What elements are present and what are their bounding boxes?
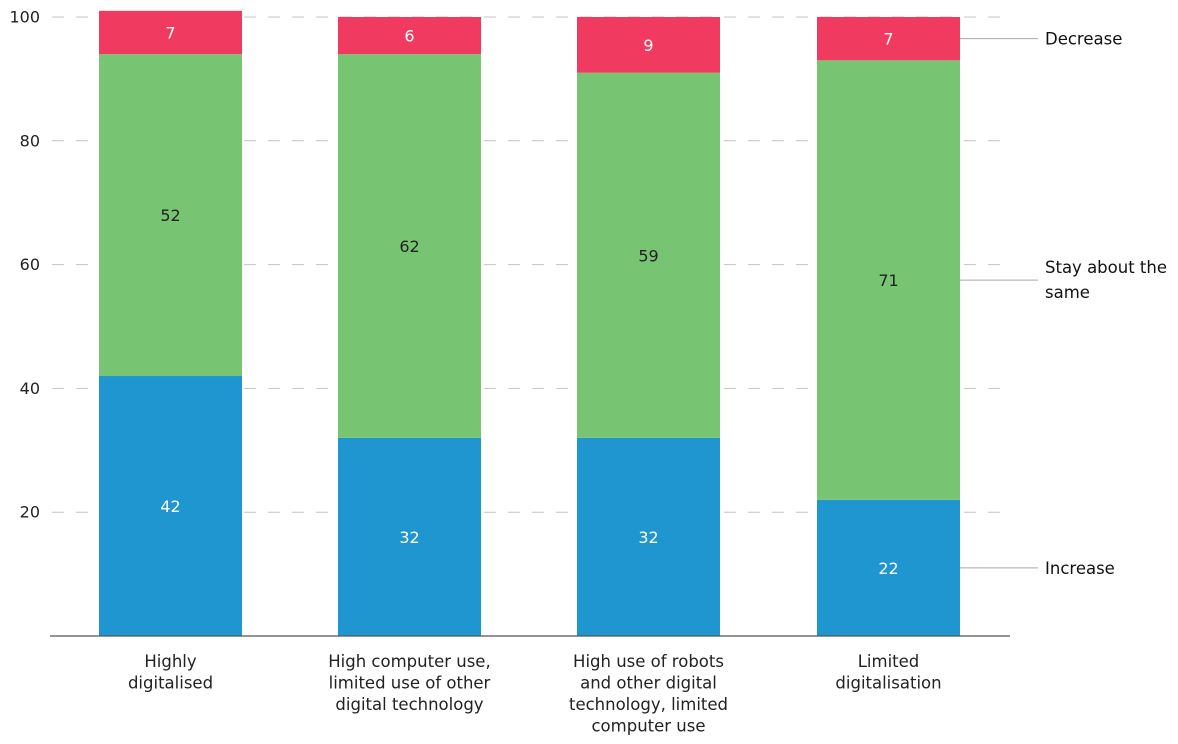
category-label-2: High computer use, limited use of other di… (328, 652, 490, 714)
bar-segment-decrease-4 (817, 17, 960, 61)
y-tick-label-40: 40 (20, 379, 40, 398)
data-label: 22 (878, 559, 898, 578)
legend-label-stay-about-the-same: Stay about the same (1045, 258, 1167, 302)
category-label-3: High use of robots and other digital techn… (569, 652, 728, 736)
data-label: 32 (638, 528, 658, 547)
bar-segment-stay-about-the-same-2 (338, 54, 481, 438)
category-label-4: Limited digitalisation (835, 652, 941, 693)
category-label-1: Highly digitalised (128, 652, 213, 693)
y-tick-label-60: 60 (20, 255, 40, 274)
data-label: 62 (399, 237, 419, 256)
y-tick-label-20: 20 (20, 503, 40, 522)
category-labels: Highly digitalised High computer use, limit… (128, 652, 942, 736)
bar-segment-decrease-1 (99, 10, 242, 55)
bars: 42 52 7 32 62 6 32 59 9 22 71 7 (99, 10, 960, 636)
y-tick-label-100: 100 (9, 8, 40, 27)
data-label: 32 (399, 528, 419, 547)
data-label: 6 (404, 27, 414, 46)
data-label: 7 (165, 23, 175, 42)
bar-segment-decrease-3 (577, 17, 720, 73)
bar-segment-decrease-2 (338, 17, 481, 55)
data-label: 9 (643, 36, 653, 55)
legend-label-decrease: Decrease (1045, 30, 1122, 49)
legend: Increase Stay about the same Decrease (960, 30, 1167, 578)
y-tick-label-80: 80 (20, 131, 40, 150)
legend-label-increase: Increase (1045, 559, 1115, 578)
bar-segment-stay-about-the-same-3 (577, 72, 720, 438)
data-label: 71 (878, 271, 898, 290)
data-label: 52 (160, 206, 180, 225)
bar-segment-increase-1 (99, 376, 242, 636)
data-label: 42 (160, 497, 180, 516)
bar-segment-increase-4 (817, 499, 960, 636)
bar-segment-stay-about-the-same-1 (99, 54, 242, 377)
data-label: 7 (883, 30, 893, 49)
bar-segment-increase-2 (338, 437, 481, 636)
y-axis-ticks: 20 40 60 80 100 (9, 8, 40, 522)
bar-segment-increase-3 (577, 437, 720, 636)
data-label: 59 (638, 246, 658, 265)
bar-segment-stay-about-the-same-4 (817, 60, 960, 500)
